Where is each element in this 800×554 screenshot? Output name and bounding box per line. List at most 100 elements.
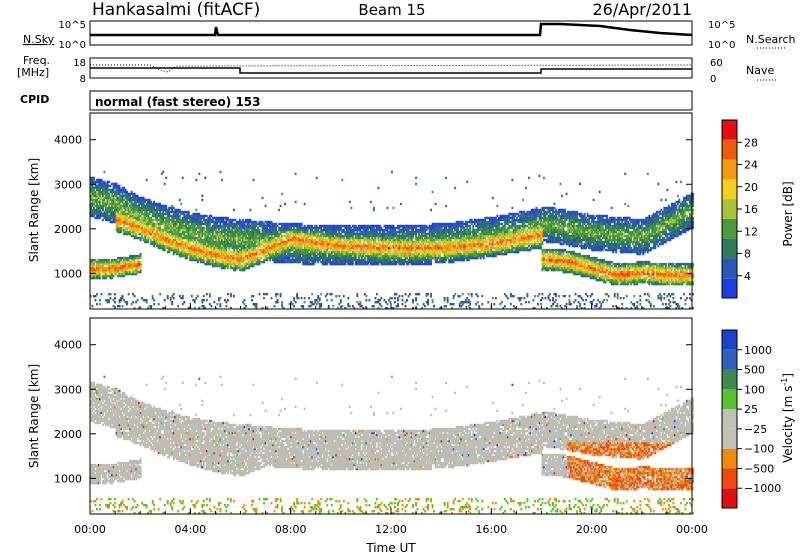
power-cell — [227, 293, 229, 295]
power-cell — [108, 181, 110, 183]
power-cell — [350, 207, 352, 209]
power-cell — [262, 197, 264, 199]
power-cell — [162, 171, 164, 173]
power-cell — [284, 203, 286, 205]
power-cell — [134, 295, 136, 297]
power-cell — [304, 301, 306, 303]
power-cell — [204, 177, 206, 179]
power-cell — [302, 305, 304, 307]
power-cell — [159, 293, 161, 295]
power-cell — [92, 305, 94, 307]
power-cell — [180, 203, 182, 205]
power-cell — [374, 297, 376, 299]
power-cell — [99, 303, 101, 305]
power-cell — [165, 205, 167, 207]
power-cell — [417, 303, 419, 305]
power-cell — [132, 301, 134, 303]
power-cell — [386, 303, 388, 305]
power-cell — [182, 177, 184, 179]
power-cell — [405, 305, 407, 307]
power-cell — [150, 305, 152, 307]
power-cell — [402, 303, 404, 305]
power-cell — [293, 305, 295, 307]
power-cell — [119, 305, 121, 307]
power-cell — [409, 293, 411, 295]
power-cell — [359, 301, 361, 303]
power-cell — [119, 185, 121, 187]
power-cell — [233, 209, 235, 211]
nsearch-tick-top: 10^5 — [708, 20, 735, 31]
power-cell — [95, 299, 97, 301]
power-cell — [164, 299, 166, 301]
power-cell — [424, 305, 426, 307]
power-cell — [271, 297, 273, 299]
power-cell — [253, 179, 255, 181]
power-cell — [158, 303, 160, 305]
power-cell — [386, 207, 388, 209]
power-cell — [203, 299, 205, 301]
power-cell — [265, 205, 267, 207]
power-cell — [153, 303, 155, 305]
nsky-label: N.Sky — [23, 33, 55, 46]
power-cell — [114, 297, 116, 299]
power-cell — [320, 303, 322, 305]
power-cell — [126, 301, 128, 303]
power-cell — [277, 299, 279, 301]
power-cell — [427, 293, 429, 295]
power-cell — [296, 293, 298, 295]
power-cell — [298, 297, 300, 299]
power-cell — [219, 171, 221, 173]
power-cell — [281, 193, 283, 195]
cpid-panel: CPID normal (fast stereo) 153 — [20, 91, 692, 110]
power-cell — [293, 297, 295, 299]
power-cell — [427, 299, 429, 301]
power-cell — [164, 183, 166, 185]
power-cell — [400, 203, 402, 205]
power-cell — [203, 295, 205, 297]
power-cell — [365, 295, 367, 297]
power-cell — [206, 299, 208, 301]
power-cell — [195, 179, 197, 181]
power-cell — [320, 293, 322, 295]
power-cell — [110, 297, 112, 299]
power-cell — [177, 305, 179, 307]
power-cell — [393, 207, 395, 209]
power-cell — [137, 299, 139, 301]
power-cell — [173, 293, 175, 295]
power-cell — [335, 295, 337, 297]
power-cell — [340, 299, 342, 301]
power-cell — [259, 293, 261, 295]
power-cell — [146, 179, 148, 181]
power-cell — [280, 205, 282, 207]
power-cell — [266, 293, 268, 295]
nsky-panel: N.Sky 10^5 10^0 10^5 10^0 N.Search — [23, 20, 796, 51]
power-cell — [244, 299, 246, 301]
power-cell — [195, 209, 197, 211]
power-cell — [182, 295, 184, 297]
nsky-tick-top: 10^5 — [59, 20, 86, 31]
power-cell — [251, 299, 253, 301]
power-cell — [341, 305, 343, 307]
power-cell — [402, 295, 404, 297]
power-cell — [341, 179, 343, 181]
power-cell — [399, 295, 401, 297]
power-cell — [99, 299, 101, 301]
power-cell — [304, 297, 306, 299]
freq-panel: Freq. [MHz] 18 8 60 0 Nave — [17, 54, 778, 85]
power-cell — [376, 293, 378, 295]
power-cell — [146, 299, 148, 301]
power-cell — [201, 195, 203, 197]
power-cell — [198, 173, 200, 175]
power-cell — [326, 299, 328, 301]
cpid-label: CPID — [20, 93, 49, 106]
power-cell — [301, 297, 303, 299]
power-cell — [278, 209, 280, 211]
power-cell — [219, 297, 221, 299]
power-cell — [308, 297, 310, 299]
power-cell — [216, 303, 218, 305]
power-cell — [165, 177, 167, 179]
power-cell — [259, 229, 261, 231]
power-cell — [201, 199, 203, 201]
freq-trace — [90, 68, 692, 73]
